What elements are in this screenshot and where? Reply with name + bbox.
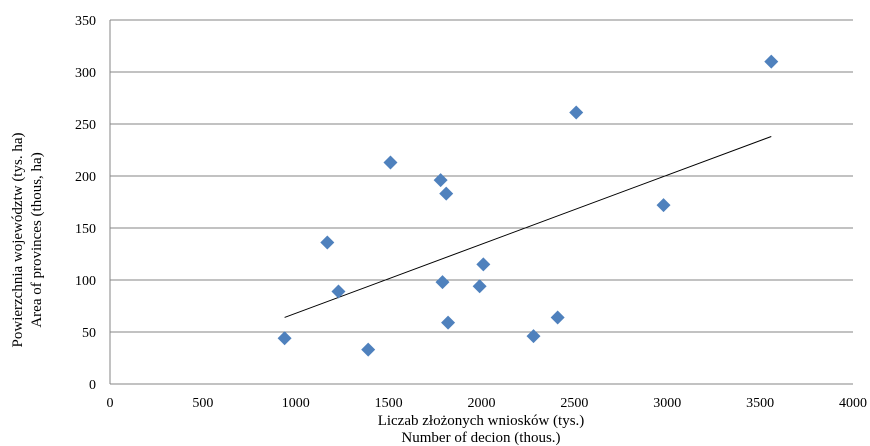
x-axis-title-line-2: Number of decion (thous.) xyxy=(401,430,560,446)
data-point xyxy=(472,279,487,294)
data-point xyxy=(764,54,779,69)
x-axis-title-line-1: Liczab złożonych wniosków (tys.) xyxy=(378,413,585,429)
data-point xyxy=(435,275,450,290)
data-point xyxy=(383,155,398,170)
data-point xyxy=(320,235,335,250)
y-tick-label: 50 xyxy=(82,326,96,341)
y-tick-label: 250 xyxy=(75,118,96,133)
data-point xyxy=(569,105,584,120)
x-tick-label: 2500 xyxy=(560,396,588,411)
data-point xyxy=(277,331,292,346)
gridlines xyxy=(110,19,853,333)
x-tick-label: 1500 xyxy=(375,396,403,411)
x-tick-label: 3500 xyxy=(746,396,774,411)
linear-trendline xyxy=(284,136,772,318)
axes xyxy=(109,20,853,385)
data-point xyxy=(526,329,541,344)
data-point xyxy=(550,310,565,325)
data-point xyxy=(433,173,448,188)
y-tick-labels: 0 50 100 150 200 250 300 350 xyxy=(75,14,96,393)
x-tick-label: 4000 xyxy=(839,396,867,411)
axis-titles: Liczab złożonych wniosków (tys.) Number … xyxy=(10,133,584,446)
trendline-layer xyxy=(284,136,772,318)
y-axis-title-line-1: Powierzchnia województw (tys. ha) xyxy=(10,133,26,348)
y-tick-label: 200 xyxy=(75,170,96,185)
y-tick-label: 150 xyxy=(75,222,96,237)
data-point xyxy=(656,198,671,213)
data-point xyxy=(331,284,346,299)
x-tick-label: 1000 xyxy=(282,396,310,411)
y-axis-title-line-2: Area of provinces (thous, ha) xyxy=(29,152,45,327)
x-tick-label: 3000 xyxy=(653,396,681,411)
data-point xyxy=(441,315,456,330)
x-tick-label: 2000 xyxy=(468,396,496,411)
x-tick-label: 0 xyxy=(107,396,114,411)
y-tick-label: 300 xyxy=(75,66,96,81)
y-tick-label: 0 xyxy=(89,378,96,393)
x-tick-label: 500 xyxy=(192,396,213,411)
data-point xyxy=(476,257,491,272)
data-point xyxy=(439,186,454,201)
x-tick-labels: 0 500 1000 1500 2000 2500 3000 3500 4000 xyxy=(107,396,868,411)
y-tick-label: 100 xyxy=(75,274,96,289)
y-tick-label: 350 xyxy=(75,14,96,29)
data-point xyxy=(361,342,376,357)
data-points xyxy=(277,54,779,357)
